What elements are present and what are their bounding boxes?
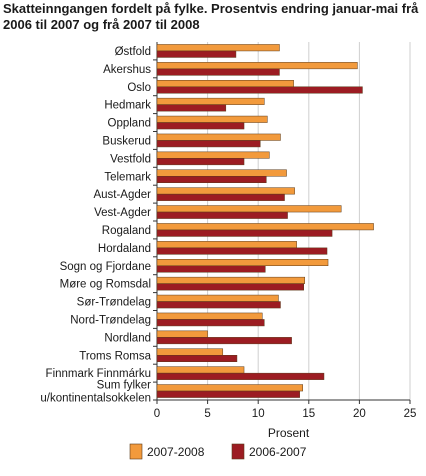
- category-label-line: Nord-Trøndelag: [70, 314, 151, 326]
- category-label-line: Buskerud: [102, 135, 151, 147]
- category-label: Hedmark: [104, 100, 151, 112]
- category-label-line: Oppland: [108, 118, 151, 130]
- bar: [156, 372, 325, 380]
- bar: [156, 86, 363, 94]
- bar: [156, 294, 279, 302]
- bar: [156, 348, 224, 356]
- x-axis-label: Prosent: [268, 426, 310, 440]
- category-label: Sør-Trøndelag: [77, 297, 151, 309]
- bar: [156, 122, 245, 130]
- category-label: Hordaland: [98, 243, 151, 255]
- category-label-line: Sogn og Fjordane: [60, 261, 151, 273]
- category-label-line: Oslo: [127, 82, 151, 94]
- bar: [156, 301, 281, 309]
- x-tick-label: 15: [302, 408, 315, 420]
- bar: [156, 223, 374, 231]
- bar: [156, 319, 265, 327]
- chart-title: Skatteinngangen fordelt på fylke. Prosen…: [3, 1, 419, 32]
- bar: [156, 80, 294, 87]
- x-tick-label: 10: [252, 408, 265, 420]
- legend-label: 2007-2008: [147, 445, 205, 459]
- category-label: Buskerud: [102, 135, 151, 147]
- bar: [156, 44, 280, 52]
- category-label: Finnmark Finnmárku: [46, 368, 151, 380]
- bar: [156, 384, 303, 392]
- bar: [156, 330, 208, 338]
- category-label-line: Finnmark Finnmárku: [46, 368, 151, 380]
- bar: [156, 312, 263, 320]
- category-label-line: Sør-Trøndelag: [77, 297, 151, 309]
- category-label-line: Hedmark: [104, 100, 151, 112]
- category-label-line: Troms Romsa: [79, 350, 151, 362]
- bar: [156, 229, 333, 237]
- bar: [156, 169, 287, 177]
- category-label-line: Hordaland: [98, 243, 151, 255]
- category-label-line: Rogaland: [102, 225, 151, 237]
- category-label: Nordland: [104, 332, 151, 344]
- x-tick-label: 5: [204, 408, 210, 420]
- bar: [156, 104, 227, 112]
- category-label: Telemark: [104, 171, 151, 183]
- bar: [156, 283, 304, 291]
- category-label-line: Aust-Agder: [93, 189, 151, 201]
- legend-label: 2006-2007: [249, 445, 307, 459]
- category-label-line: Møre og Romsdal: [60, 279, 151, 291]
- bar: [156, 211, 288, 219]
- legend-swatch: [129, 443, 143, 460]
- category-label: Troms Romsa: [79, 350, 151, 362]
- bar: [156, 390, 300, 398]
- bar: [156, 193, 285, 201]
- bar: [156, 205, 342, 213]
- x-tick-label: 0: [154, 408, 160, 420]
- category-label: Møre og Romsdal: [60, 279, 151, 291]
- bar: [156, 133, 281, 141]
- category-label: Oppland: [108, 118, 151, 130]
- category-label: Østfold: [115, 46, 151, 58]
- category-label: Sum fylker u/kontinentalsokkelen: [40, 380, 151, 405]
- category-label: Rogaland: [102, 225, 151, 237]
- bar: [156, 337, 292, 345]
- category-label-line: Vestfold: [110, 153, 151, 165]
- category-label-line: Nordland: [104, 332, 151, 344]
- x-tick-label: 25: [404, 408, 417, 420]
- bar: [156, 50, 237, 58]
- category-label: Akershus: [103, 64, 151, 76]
- category-label-line: Akershus: [103, 64, 151, 76]
- bar: [156, 187, 295, 195]
- category-label: Sogn og Fjordane: [60, 261, 151, 273]
- bar: [156, 265, 266, 273]
- bar: [156, 115, 268, 123]
- category-label: Nord-Trøndelag: [70, 314, 151, 326]
- bar: [156, 151, 270, 159]
- category-label-line: Sum fylker: [97, 380, 151, 392]
- bar: [156, 158, 245, 166]
- bar: [156, 355, 238, 362]
- bar: [156, 247, 328, 255]
- bar: [156, 276, 306, 284]
- category-label: Vest-Agder: [94, 207, 151, 219]
- category-label: Aust-Agder: [93, 189, 151, 201]
- bar: [156, 241, 297, 249]
- bar: [156, 140, 261, 148]
- bar: [156, 366, 245, 374]
- legend-swatch: [231, 443, 245, 460]
- category-label-line: Vest-Agder: [94, 207, 151, 219]
- category-label: Oslo: [127, 82, 151, 94]
- bar: [156, 68, 280, 76]
- category-label: Vestfold: [110, 153, 151, 165]
- bar: [156, 97, 265, 105]
- category-label-line: u/kontinentalsokkelen: [40, 393, 151, 405]
- x-tick-label: 20: [353, 408, 366, 420]
- category-label-line: Telemark: [104, 171, 151, 183]
- bar: [156, 176, 267, 183]
- bar: [156, 62, 358, 70]
- bar: [156, 259, 329, 266]
- category-label-line: Østfold: [115, 46, 151, 58]
